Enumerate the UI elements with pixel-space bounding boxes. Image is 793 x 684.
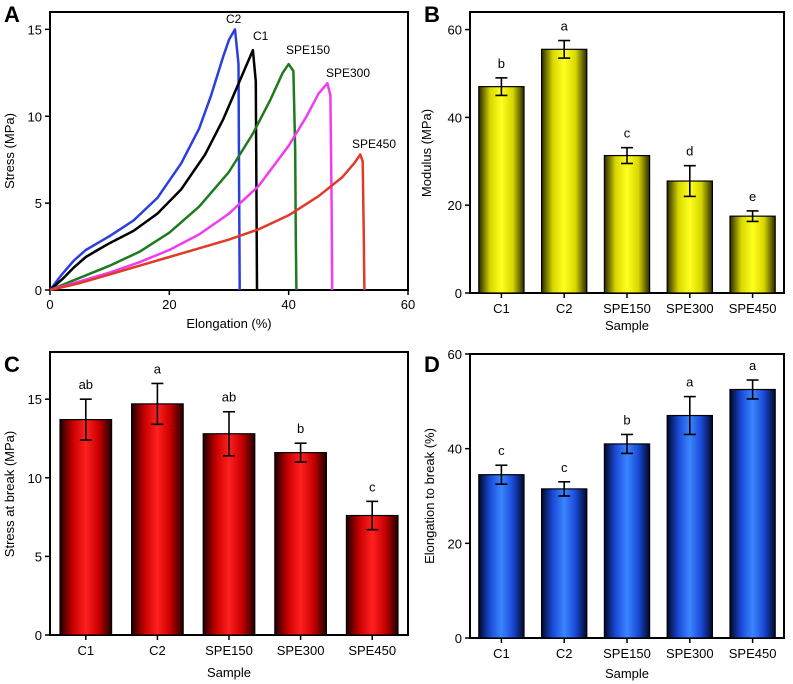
panel-d-category-label-spe450: SPE450 [729,646,777,661]
panel-d-significance-c1: c [498,443,505,458]
panel-b-category-label-c1: C1 [493,301,510,316]
curve-spe150 [49,62,298,292]
panel-c-bar-spe300 [274,452,327,636]
curve-label-c2: C2 [226,12,242,26]
panel-b-bar-spe300 [666,180,714,294]
panel-b-significance-spe450: e [749,189,756,204]
panel-a-y-tick-label-1: 5 [35,196,42,211]
panel-c-bar-c1 [59,419,113,636]
panel-d-significance-spe150: b [623,412,630,427]
panel-b-bar-spe150 [603,154,651,294]
panel-b-bar-spe450 [729,215,776,294]
panel-b-category-label-spe300: SPE300 [666,301,714,316]
panel-b-y-axis-label: Modulus (MPa) [419,109,434,197]
panel-a-x-tick-label-0: 0 [46,297,53,312]
panel-c-significance-spe450: c [369,479,376,494]
panel-c-significance-spe150: ab [222,390,236,405]
panel-c-category-label-c1: C1 [77,643,94,658]
panel-d-y-axis-label: Elongation to break (%) [422,428,437,564]
panel-d-category-label-c1: C1 [493,646,510,661]
panel-b-y-tick-label-3: 60 [448,23,462,38]
panel-letter-d: D [424,352,440,377]
curve-spe450 [49,153,366,292]
panel-c-y-tick-label-2: 10 [28,471,42,486]
panel-c-y-tick-label-3: 15 [28,392,42,407]
panel-a-frame [49,11,409,291]
panel-b-bar-c2 [540,48,588,294]
panel-c-category-label-spe150: SPE150 [205,643,253,658]
panel-d-x-axis-label: Sample [605,666,649,681]
panel-d-y-tick-label-0: 0 [455,631,462,646]
panel-d-category-label-spe300: SPE300 [666,646,714,661]
panel-c-y-tick-label-0: 0 [35,628,42,643]
curve-c2 [49,28,241,291]
panel-a-x-tick-label-2: 40 [281,297,295,312]
panel-a-y-axis-label: Stress (MPa) [2,113,17,189]
panel-d-significance-c2: c [561,460,568,475]
panel-b-y-tick-label-0: 0 [455,286,462,301]
panel-d-bar-c2 [540,488,588,639]
panel-a-x-tick-label-3: 60 [401,297,415,312]
panel-c-significance-c2: a [154,361,162,376]
panel-c-significance-c1: ab [79,377,93,392]
panel-c-y-tick-label-1: 5 [35,549,42,564]
panel-c-bar-chart: 0 5 10 15 ab C1 a C2 ab SPE150 b SPE300 c SPE450 Samp… [2,351,409,680]
panel-letter-a: A [4,2,20,27]
curve-label-c1: C1 [253,29,269,43]
curve-label-spe450: SPE450 [352,137,396,151]
panel-a-y-tick-label-3: 15 [28,22,42,37]
panel-d-y-tick-label-1: 20 [448,536,462,551]
panel-b-y-tick-label-1: 20 [448,198,462,213]
curve-label-spe300: SPE300 [326,66,370,80]
panel-c-category-label-spe300: SPE300 [277,643,325,658]
panel-c-y-axis-label: Stress at break (MPa) [2,431,17,557]
panel-b-y-tick-label-2: 40 [448,110,462,125]
panel-b-significance-c1: b [498,56,505,71]
panel-b-significance-spe150: c [624,126,631,141]
panel-d-bar-spe150 [603,443,651,639]
panel-c-bar-spe450 [345,514,399,636]
panel-b-significance-spe300: d [686,144,693,159]
curve-label-spe150: SPE150 [286,43,330,57]
panel-d-bar-spe450 [729,388,776,639]
panel-c-x-axis-label: Sample [207,665,251,680]
panel-a-y-tick-label-0: 0 [35,283,42,298]
panel-letter-c: C [4,352,20,377]
panel-d-y-tick-label-2: 40 [448,442,462,457]
panel-b-category-label-c2: C2 [556,301,573,316]
panel-a-y-tick-label-2: 10 [28,109,42,124]
panel-c-bar-c2 [131,403,184,636]
panel-d-bar-chart: 0 20 40 60 c C1 c C2 b SPE150 a SPE300 a SPE450 Sampl… [422,347,785,681]
panel-d-category-label-c2: C2 [556,646,573,661]
panel-d-bar-c1 [478,474,525,639]
curve-spe300 [49,81,334,292]
curve-c1 [49,48,259,291]
panel-c-category-label-c2: C2 [149,643,166,658]
panel-b-significance-c2: a [561,19,569,34]
panel-c-significance-spe300: b [297,421,304,436]
panel-a-line-chart: 0 20 40 60 0 5 10 15 C2 C1 SPE150 SPE300 SPE450… [2,11,415,331]
panel-b-bar-c1 [478,86,525,294]
panel-d-significance-spe450: a [749,358,757,373]
panel-c-bar-spe150 [202,433,256,636]
panel-b-category-label-spe450: SPE450 [729,301,777,316]
panel-b-category-label-spe150: SPE150 [603,301,651,316]
panel-a-x-axis-label: Elongation (%) [186,316,271,331]
panel-d-bar-spe300 [666,414,714,639]
panel-d-significance-spe300: a [686,375,694,390]
panel-letter-b: B [424,2,440,27]
panel-d-category-label-spe150: SPE150 [603,646,651,661]
panel-a-x-tick-label-1: 20 [162,297,176,312]
panel-d-y-tick-label-3: 60 [448,347,462,362]
panel-c-category-label-spe450: SPE450 [348,643,396,658]
panel-b-x-axis-label: Sample [605,318,649,333]
panel-b-bar-chart: 0 20 40 60 b C1 a C2 c SPE150 d SPE300 e SPE450 Sampl… [419,11,785,333]
